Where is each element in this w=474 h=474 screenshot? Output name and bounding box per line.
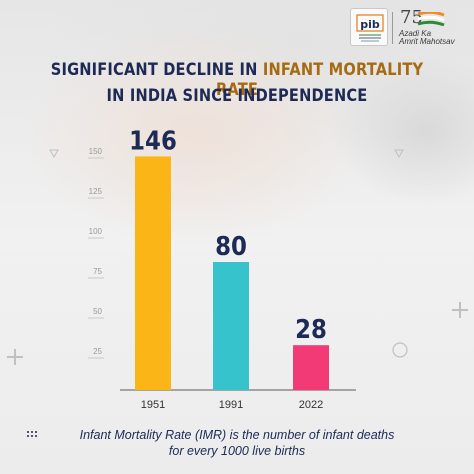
x-category-label: 1991 bbox=[219, 399, 243, 411]
chart-title-line1: SIGNIFICANT DECLINE IN INFANT MORTALITY … bbox=[33, 60, 441, 100]
bar-1991 bbox=[213, 262, 249, 390]
bar-2022 bbox=[293, 345, 329, 390]
pib-logo-text: pib bbox=[360, 18, 380, 31]
footer-line2: for every 1000 live births bbox=[168, 444, 306, 458]
pib-logo: pib bbox=[350, 8, 388, 46]
value-label-1951: 146 bbox=[129, 125, 177, 156]
background-blanket bbox=[330, 55, 474, 205]
chart-title-line2: IN INDIA SINCE INDEPENDENCE bbox=[106, 86, 368, 106]
y-tick-label: 25 bbox=[93, 347, 102, 356]
title-prefix: SIGNIFICANT DECLINE IN bbox=[50, 60, 263, 80]
value-label-1991: 80 bbox=[215, 231, 247, 262]
value-label-2022: 28 bbox=[295, 314, 327, 345]
x-category-label: 2022 bbox=[299, 399, 323, 411]
y-tick-label: 100 bbox=[89, 227, 103, 236]
flag-icon bbox=[417, 12, 445, 26]
dots-decoration bbox=[27, 431, 37, 437]
title-highlight: INFANT MORTALITY RATE bbox=[215, 60, 424, 100]
aka-line2: Amrit Mahotsav bbox=[399, 37, 455, 46]
aka-line1: Azadi Ka bbox=[399, 29, 432, 38]
y-tick-label: 75 bbox=[93, 267, 102, 276]
y-tick-label: 150 bbox=[89, 147, 103, 156]
y-tick-label: 125 bbox=[89, 187, 103, 196]
footer-line1: Infant Mortality Rate (IMR) is the numbe… bbox=[79, 428, 395, 442]
aka-number: 75 bbox=[400, 7, 423, 28]
logo-divider bbox=[392, 12, 393, 44]
bar-1951 bbox=[135, 156, 171, 390]
decorations bbox=[7, 149, 468, 365]
y-tick-label: 50 bbox=[93, 307, 102, 316]
x-category-label: 1951 bbox=[141, 399, 165, 411]
